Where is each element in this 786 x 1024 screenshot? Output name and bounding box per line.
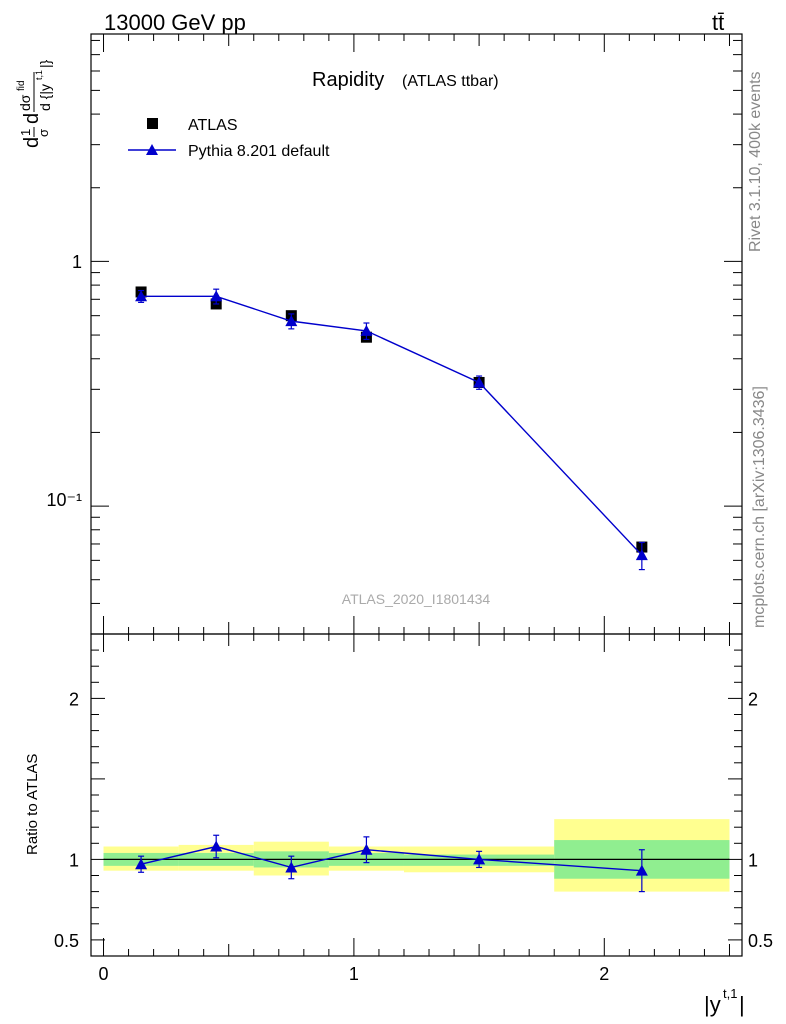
svg-text:dσ: dσ	[17, 94, 33, 111]
svg-text:fid: fid	[16, 80, 27, 91]
ratio-y-tick-label: 1	[69, 850, 79, 870]
pythia-data-point	[635, 549, 648, 561]
svg-text:d: d	[21, 137, 43, 148]
ratio-pythia-data-point	[473, 853, 486, 865]
svg-text:1: 1	[18, 129, 33, 136]
main-y-axis-label: d 1 σ d dσ fid d {|y t,1 |}	[16, 59, 53, 148]
svg-text:d: d	[21, 113, 43, 124]
x-axis-label: |y t,1 |	[704, 986, 745, 1017]
x-tick-label: 2	[599, 964, 609, 984]
legend-atlas-label: ATLAS	[188, 117, 238, 134]
ratio-y-tick-label: 0.5	[54, 931, 79, 951]
chart-title: Rapidity	[312, 69, 384, 91]
ratio-pythia-data-point	[210, 840, 223, 852]
ratio-y-tick-label: 1	[748, 850, 758, 870]
svg-text:|: |	[739, 992, 745, 1017]
legend-pythia-label: Pythia 8.201 default	[188, 143, 330, 160]
mcplots-label: mcplots.cern.ch [arXiv:1306.3436]	[751, 386, 768, 628]
svg-text:σ: σ	[36, 129, 51, 137]
header-energy-label: 13000 GeV pp	[104, 10, 246, 35]
ratio-pythia-data-point	[285, 861, 298, 873]
pythia-data-point	[473, 376, 486, 388]
ratio-pythia-data-point	[135, 858, 148, 870]
svg-text:|y: |y	[704, 992, 721, 1017]
ratio-y-tick-label: 0.5	[748, 931, 773, 951]
main-y-tick-label-1: 1	[72, 252, 82, 272]
ratio-y-tick-label: 2	[69, 689, 79, 709]
svg-text:|}: |}	[37, 59, 53, 68]
legend-atlas-marker	[147, 118, 158, 129]
ratio-plot-frame	[90, 633, 743, 957]
ratio-pythia-data-point	[635, 864, 648, 876]
x-tick-label: 1	[349, 964, 359, 984]
x-tick-label: 0	[99, 964, 109, 984]
legend: ATLAS Pythia 8.201 default	[128, 117, 330, 160]
ratio-y-axis-label: Ratio to ATLAS	[24, 754, 41, 855]
ratio-pythia-line	[140, 845, 642, 872]
pythia-data-point	[135, 290, 148, 302]
svg-text:d {|y: d {|y	[37, 84, 53, 111]
analysis-watermark: ATLAS_2020_I1801434	[342, 591, 491, 607]
pythia-line	[141, 295, 643, 556]
pythia-data-point	[285, 315, 298, 327]
ratio-y-tick-label: 2	[748, 689, 758, 709]
pythia-data-point	[210, 290, 223, 302]
chart-subtitle: (ATLAS ttbar)	[402, 73, 499, 90]
svg-text:t,1: t,1	[34, 70, 44, 80]
pythia-data-point	[360, 324, 373, 336]
rivet-version-label: Rivet 3.1.10, 400k events	[747, 71, 764, 252]
legend-pythia-marker	[146, 144, 158, 155]
header-process-label: tt̄	[712, 10, 724, 35]
ratio-pythia-data-point	[360, 843, 373, 855]
main-y-tick-label-0.1: 10⁻¹	[46, 490, 82, 510]
svg-text:t,1: t,1	[723, 986, 737, 1001]
